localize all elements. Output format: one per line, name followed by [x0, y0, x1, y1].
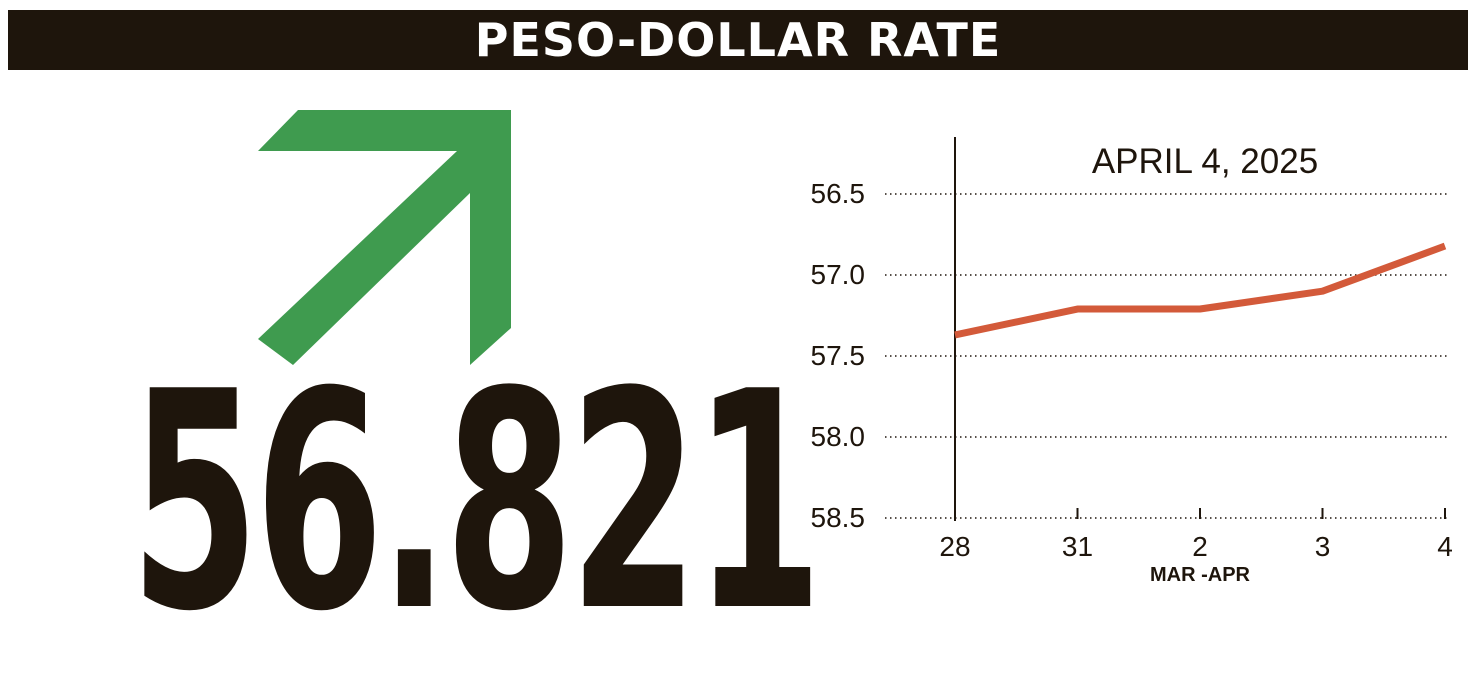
y-tick-label: 57.0 — [811, 259, 866, 290]
x-tick-label: 31 — [1062, 531, 1093, 562]
chart-title: APRIL 4, 2025 — [1092, 142, 1318, 181]
x-tick-label: 3 — [1315, 531, 1331, 562]
arrow-up-right-icon — [250, 110, 515, 365]
arrow-shape — [258, 110, 511, 365]
x-axis-label: MAR -APR — [1150, 564, 1251, 585]
rate-line-chart: 56.5 57.0 57.5 58.0 58.5 28 31 2 3 4 MAR -APR APRIL… — [780, 125, 1470, 585]
title-bar: PESO-DOLLAR RATE — [8, 10, 1468, 70]
y-tick-label: 56.5 — [811, 178, 866, 209]
x-tick-label: 28 — [939, 531, 970, 562]
y-tick-label: 58.0 — [811, 421, 866, 452]
y-tick-label: 58.5 — [811, 502, 866, 533]
series-line — [955, 246, 1445, 335]
page-title: PESO-DOLLAR RATE — [475, 17, 1002, 63]
rate-value: 56.821 — [130, 378, 440, 628]
y-tick-label: 57.5 — [811, 340, 866, 371]
x-tick-label: 2 — [1192, 531, 1208, 562]
x-tick-label: 4 — [1437, 531, 1453, 562]
